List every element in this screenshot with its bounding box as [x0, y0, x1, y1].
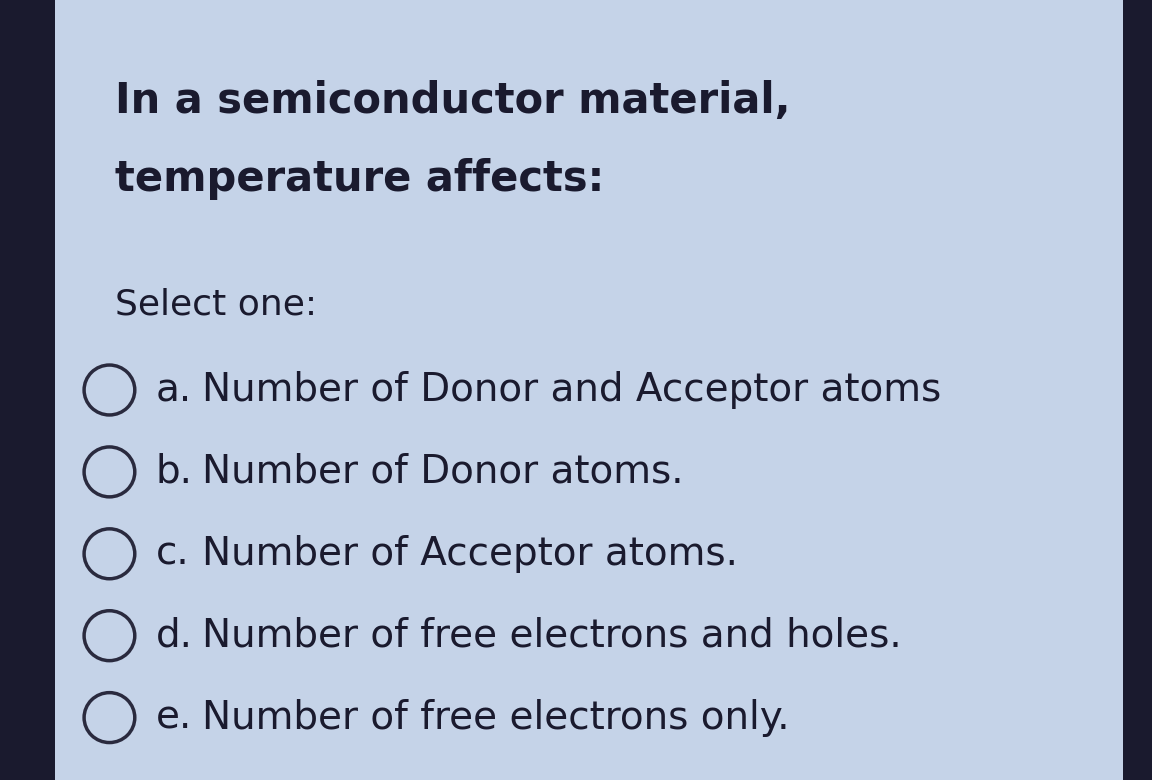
Text: In a semiconductor material,: In a semiconductor material,	[115, 80, 790, 122]
Text: Number of free electrons and holes.: Number of free electrons and holes.	[202, 617, 901, 654]
Bar	[1123, 0, 1152, 780]
Text: d.: d.	[156, 617, 192, 654]
Bar	[0, 0, 55, 780]
Text: b.: b.	[156, 453, 192, 491]
Text: e.: e.	[156, 699, 192, 736]
Text: c.: c.	[156, 535, 189, 573]
Text: a.: a.	[156, 371, 191, 409]
Text: Select one:: Select one:	[115, 287, 317, 321]
Text: Number of Donor atoms.: Number of Donor atoms.	[202, 453, 683, 491]
Text: Number of free electrons only.: Number of free electrons only.	[202, 699, 789, 736]
Text: temperature affects:: temperature affects:	[115, 158, 605, 200]
Text: Number of Acceptor atoms.: Number of Acceptor atoms.	[202, 535, 737, 573]
Text: Number of Donor and Acceptor atoms: Number of Donor and Acceptor atoms	[202, 371, 941, 409]
